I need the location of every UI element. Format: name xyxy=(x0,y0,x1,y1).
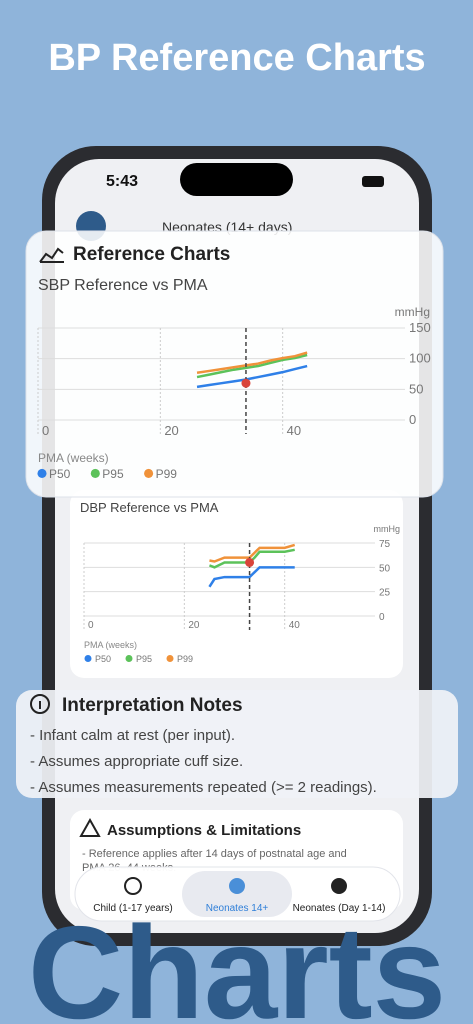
series-line xyxy=(196,353,308,379)
x-tick-label: 20 xyxy=(164,423,178,438)
x-tick-label: 0 xyxy=(88,620,94,631)
assumption-line: - Reference applies after 14 days of pos… xyxy=(82,848,347,860)
y-tick-label: 50 xyxy=(409,381,423,396)
tab-icon[interactable] xyxy=(124,877,142,895)
note-item: - Assumes measurements repeated (>= 2 re… xyxy=(30,779,377,796)
y-tick-label: 0 xyxy=(409,412,416,427)
notes-title: Interpretation Notes xyxy=(62,695,243,716)
legend-dot xyxy=(144,468,154,479)
legend-label: P99 xyxy=(177,654,193,664)
card-title: Reference Charts xyxy=(73,244,230,265)
status-time: 5:43 xyxy=(106,173,138,190)
note-item: - Infant calm at rest (per input). xyxy=(30,727,235,744)
legend-label: P50 xyxy=(95,654,111,664)
legend-label: P50 xyxy=(49,467,71,481)
assumptions-title: Assumptions & Limitations xyxy=(107,822,301,839)
x-tick-label: 20 xyxy=(188,620,200,631)
y-tick-label: 25 xyxy=(379,588,391,599)
tab-label[interactable]: Neonates (Day 1-14) xyxy=(293,903,386,914)
legend-dot xyxy=(37,468,47,479)
legend-dot xyxy=(166,655,174,662)
series-line xyxy=(209,543,296,563)
series-line xyxy=(196,364,308,389)
legend-label: P99 xyxy=(156,467,178,481)
dbp-card xyxy=(70,490,403,678)
legend-dot xyxy=(84,655,92,662)
note-item: - Assumes appropriate cuff size. xyxy=(30,753,243,770)
notes-card xyxy=(16,690,458,798)
y-tick-label: 50 xyxy=(379,563,391,574)
warning-icon xyxy=(79,817,101,837)
y-tick-label: 100 xyxy=(409,351,431,366)
x-axis-label: PMA (weeks) xyxy=(84,640,137,650)
highlight-point xyxy=(245,557,255,567)
tab-icon[interactable] xyxy=(229,878,245,894)
series-line xyxy=(196,351,308,375)
x-tick-label: 40 xyxy=(287,423,301,438)
x-axis-label: PMA (weeks) xyxy=(38,451,109,465)
y-tick-label: 75 xyxy=(379,539,391,550)
chart-title: SBP Reference vs PMA xyxy=(38,277,208,294)
reference-card xyxy=(25,230,444,498)
legend-label: P95 xyxy=(136,654,152,664)
info-icon xyxy=(30,694,50,714)
chart-title: DBP Reference vs PMA xyxy=(80,500,219,515)
headline: BP Reference Charts xyxy=(48,37,425,79)
dynamic-island xyxy=(180,163,293,196)
x-tick-label: 0 xyxy=(42,423,49,438)
highlight-point xyxy=(241,378,251,388)
y-unit: mmHg xyxy=(395,305,430,319)
battery xyxy=(362,176,384,187)
tab-icon[interactable] xyxy=(331,878,347,894)
legend-dot xyxy=(125,655,133,662)
series-line xyxy=(208,566,295,588)
footer-word: Charts xyxy=(28,899,446,1024)
chart-icon xyxy=(39,247,64,263)
y-tick-label: 0 xyxy=(379,612,385,623)
y-unit: mmHg xyxy=(374,524,401,534)
x-tick-label: 40 xyxy=(289,620,301,631)
legend-label: P95 xyxy=(102,467,124,481)
legend-dot xyxy=(90,468,100,479)
tab-label[interactable]: Neonates 14+ xyxy=(206,903,269,914)
tab-label[interactable]: Child (1-17 years) xyxy=(93,903,172,914)
y-tick-label: 150 xyxy=(409,320,431,335)
